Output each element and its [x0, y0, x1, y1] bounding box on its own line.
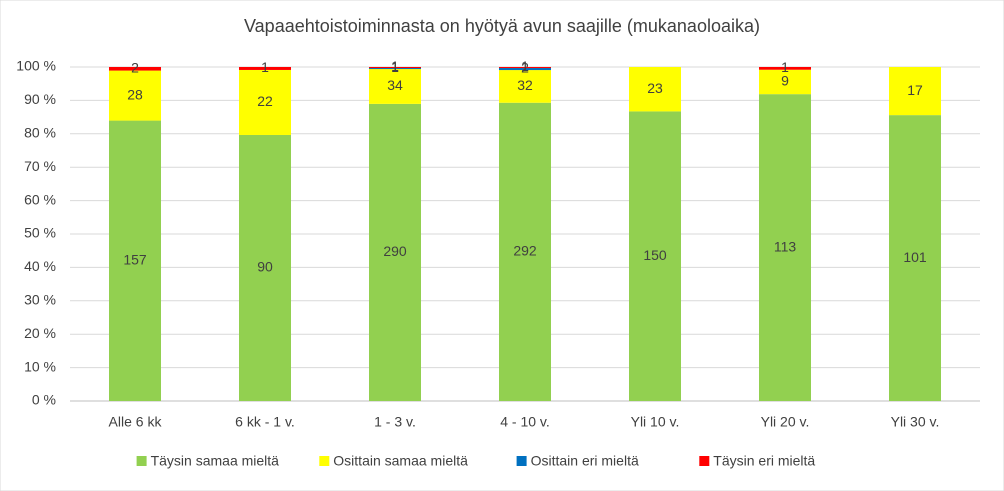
bar-segment: [629, 67, 681, 112]
y-tick-label: 10 %: [24, 358, 56, 374]
x-tick-label: 6 kk - 1 v.: [235, 414, 295, 430]
bar-segment: [109, 120, 161, 401]
bar-segment: [239, 67, 291, 70]
bar-segment: [239, 134, 291, 401]
data-label: 90: [257, 259, 273, 275]
legend-swatch: [136, 456, 147, 466]
data-label: 1: [391, 58, 399, 74]
bar-segment: [889, 115, 941, 401]
x-tick-label: 1 - 3 v.: [374, 414, 416, 430]
data-label: 1: [261, 59, 269, 75]
data-label: 2: [131, 59, 139, 75]
bar-segment: [369, 103, 421, 402]
y-tick-label: 50 %: [24, 225, 56, 241]
data-label: 23: [647, 80, 663, 96]
y-tick-label: 60 %: [24, 191, 56, 207]
chart-title: Vapaaehtoistoiminnasta on hyötyä avun sa…: [244, 16, 760, 36]
bar-segment: [499, 102, 551, 401]
data-label: 150: [643, 247, 667, 263]
data-label: 17: [907, 82, 923, 98]
y-tick-label: 90 %: [24, 91, 56, 107]
y-tick-label: 70 %: [24, 158, 56, 174]
y-tick-label: 80 %: [24, 125, 56, 141]
legend-label: Täysin samaa mieltä: [151, 453, 280, 469]
bar-segment: [499, 70, 551, 103]
y-tick-label: 40 %: [24, 258, 56, 274]
bar-segment: [759, 67, 811, 70]
x-tick-label: Alle 6 kk: [109, 414, 163, 430]
data-label: 292: [513, 243, 537, 259]
data-label: 101: [903, 249, 927, 265]
legend-label: Täysin eri mieltä: [713, 453, 815, 469]
bar-segment: [369, 69, 421, 104]
x-tick-label: 4 - 10 v.: [500, 414, 550, 430]
data-label: 113: [774, 238, 797, 254]
data-label: 28: [127, 86, 143, 102]
data-label: 290: [383, 243, 407, 259]
legend-swatch: [699, 456, 710, 466]
x-tick-label: Yli 10 v.: [631, 414, 680, 430]
data-label: 157: [123, 251, 147, 267]
bar-segment: [759, 69, 811, 95]
data-label: 34: [387, 77, 403, 93]
y-tick-label: 0 %: [32, 392, 56, 408]
bar-segment: [759, 94, 811, 401]
x-tick-label: Yli 20 v.: [761, 414, 810, 430]
bar-segment: [889, 67, 941, 116]
bar-segment: [499, 68, 551, 71]
bar-segment: [629, 111, 681, 401]
bar-segment: [369, 67, 421, 69]
y-tick-label: 20 %: [24, 325, 56, 341]
data-label: 1: [521, 58, 529, 74]
data-label: 9: [781, 73, 789, 89]
legend-swatch: [516, 456, 527, 466]
bar-segment: [109, 67, 161, 71]
data-label: 32: [517, 77, 533, 93]
legend-label: Osittain eri mieltä: [531, 453, 639, 469]
bar-segment: [499, 67, 551, 69]
bar-segment: [239, 69, 291, 135]
data-label: 22: [257, 93, 273, 109]
x-tick-label: Yli 30 v.: [891, 414, 940, 430]
legend-label: Osittain samaa mieltä: [333, 453, 468, 469]
legend-swatch: [319, 456, 330, 466]
bar-segment: [369, 68, 421, 70]
data-label: 1: [781, 59, 789, 75]
bar-segment: [109, 70, 161, 121]
y-tick-label: 30 %: [24, 292, 56, 308]
y-tick-label: 100 %: [16, 58, 56, 74]
